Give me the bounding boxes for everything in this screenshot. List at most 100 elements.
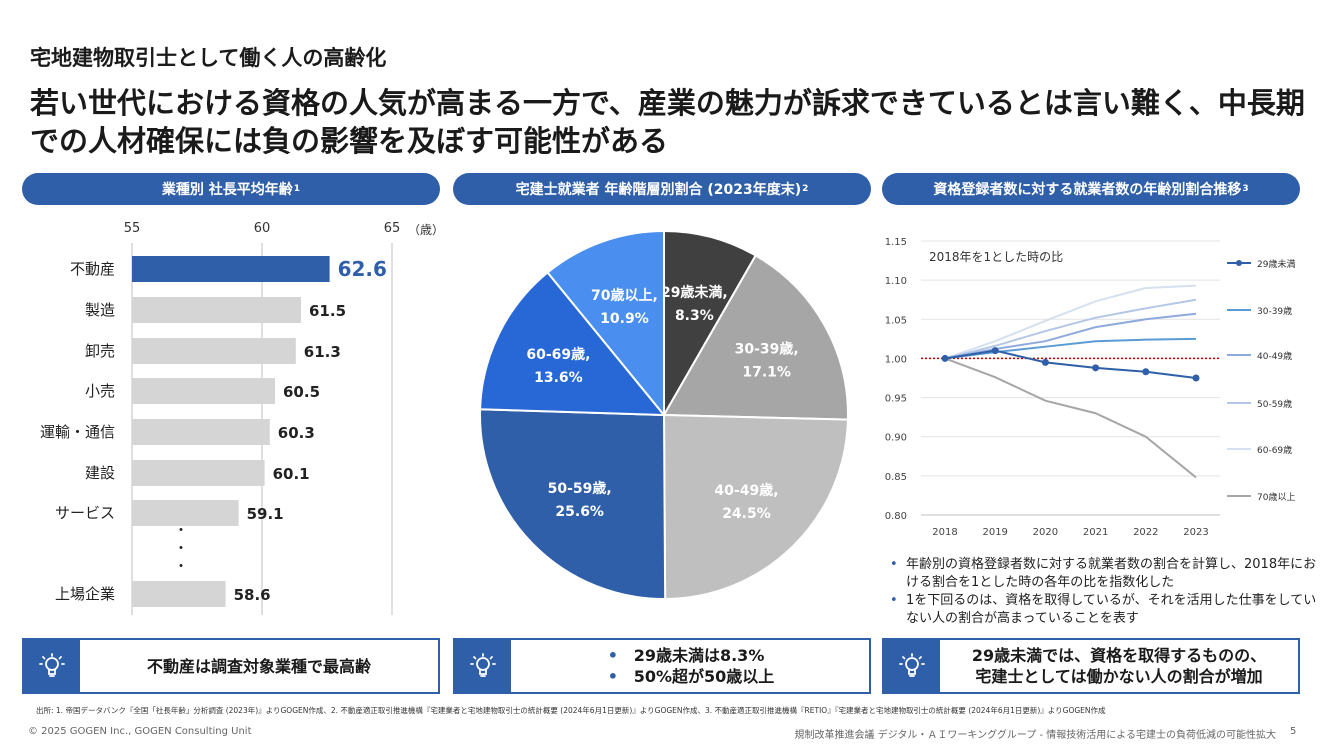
y-tick-label: 1.05 — [885, 315, 907, 326]
page-headline: 若い世代における資格の人気が高まる一方で、産業の魅力が訴求できているとは言い難く… — [30, 86, 1305, 158]
page-subtitle: 宅地建物取引士として働く人の高齢化 — [30, 46, 387, 70]
series-marker — [1192, 374, 1200, 382]
category-label: 小売 — [85, 382, 115, 400]
slice-percent: 25.6% — [555, 504, 604, 520]
slice-label: 29歳未満, — [661, 284, 728, 301]
data-label: 60.5 — [283, 383, 320, 401]
legend-label: 40-49歳 — [1257, 350, 1292, 362]
meeting-name: 規制改革推進会議 デジタル・ＡＩワーキンググループ - 情報技術活用による宅建士… — [794, 730, 1276, 741]
pie-slice — [479, 408, 667, 600]
takeaway-box-middle: 29歳未満は8.3% 50%超が50歳以上 — [453, 638, 871, 694]
bar — [132, 256, 330, 282]
pie-slice — [662, 413, 849, 601]
note-item: 年齢別の資格登録者数に対する就業者数の割合を計算し、2018年における割合を1と… — [888, 556, 1328, 592]
line-chart-notes: 年齢別の資格登録者数に対する就業者数の割合を計算し、2018年における割合を1と… — [888, 556, 1328, 628]
bar — [132, 378, 275, 404]
data-label: 60.3 — [278, 424, 315, 442]
category-label: 不動産 — [70, 260, 115, 278]
takeaway-middle-list: 29歳未満は8.3% 50%超が50歳以上 — [606, 645, 775, 687]
x-tick-label: 2023 — [1183, 527, 1208, 538]
y-tick-label: 0.90 — [885, 433, 907, 444]
x-tick-label: 2020 — [1033, 527, 1058, 538]
takeaway-left-text: 不動産は調査対象業種で最高齢 — [146, 656, 371, 676]
x-tick-label: 55 — [124, 221, 141, 236]
x-tick-label: 2022 — [1133, 527, 1158, 538]
x-tick-label: 2018 — [932, 527, 957, 538]
ellipsis-dot: ・ — [174, 523, 188, 539]
bar-panel-footnote: 1 — [293, 184, 301, 194]
category-label: 上場企業 — [55, 585, 115, 603]
series-marker — [1041, 358, 1049, 366]
y-tick-label: 1.00 — [885, 354, 907, 365]
lightbulb-icon — [24, 640, 80, 692]
pie-slice — [479, 271, 667, 417]
category-label: サービス — [55, 504, 115, 522]
legend-marker — [1236, 260, 1242, 266]
series-line — [944, 312, 1197, 360]
series-line — [944, 298, 1197, 360]
legend-label: 60-69歳 — [1257, 444, 1292, 456]
slice-percent: 24.5% — [722, 506, 771, 522]
legend-label: 70歳以上 — [1257, 491, 1295, 503]
data-label: 61.3 — [304, 343, 341, 361]
category-label: 製造 — [85, 301, 115, 319]
age-ratio-line-chart: 0.80 0.85 0.90 0.95 1.00 1.05 1.10 1.15 2018 2019… — [885, 237, 1296, 538]
data-label: 62.6 — [338, 257, 387, 281]
takeaway-box-left: 不動産は調査対象業種で最高齢 — [22, 638, 440, 694]
y-tick-label: 1.10 — [885, 276, 907, 287]
line-panel-title-text: 資格登録者数に対する就業者数の年齢別割合推移 — [933, 182, 1242, 198]
series-marker — [991, 347, 999, 355]
x-tick-label: 65 — [384, 221, 401, 236]
data-label: 58.6 — [234, 586, 271, 604]
series-line — [944, 349, 1197, 379]
series-line — [944, 284, 1197, 360]
x-unit-label: （歳） — [408, 223, 444, 237]
x-tick-label: 60 — [254, 221, 271, 236]
takeaway-box-right: 29歳未満では、資格を取得するものの、 宅建士としては働かない人の割合が増加 — [882, 638, 1300, 694]
source-note: 出所: 1. 帝国データバンク『全国「社長年齢」分析調査 (2023年)』よりG… — [36, 706, 1106, 715]
slice-percent: 17.1% — [742, 364, 791, 380]
slice-percent: 8.3% — [675, 308, 714, 324]
takeaway-middle-item: 50%超が50歳以上 — [606, 666, 775, 687]
y-tick-label: 0.85 — [885, 472, 907, 483]
slice-percent: 13.6% — [534, 370, 583, 386]
bar — [132, 460, 265, 486]
slice-label: 30-39歳, — [735, 340, 799, 357]
pie-panel-title-text: 宅建士就業者 年齢階層別割合 (2023年度末) — [515, 182, 802, 198]
note-item: 1を下回るのは、資格を取得しているが、それを活用した仕事をしていない人の割合が高… — [888, 592, 1328, 628]
slice-label: 70歳以上, — [591, 287, 658, 304]
legend-label: 29歳未満 — [1257, 258, 1295, 270]
category-label: 卸売 — [85, 342, 115, 360]
slice-label: 40-49歳, — [714, 482, 778, 499]
bar-panel-title: 業種別 社長平均年齢 1 — [22, 173, 440, 205]
pie-slice — [546, 229, 665, 418]
category-label: 建設 — [85, 464, 115, 482]
data-label: 59.1 — [247, 505, 284, 523]
bar — [132, 500, 239, 526]
age-share-pie-chart: 29歳未満, 8.3% 30-39歳, 17.1% 40-49歳, 24.5% 50-59歳… — [479, 229, 849, 601]
x-tick-label: 2019 — [982, 527, 1007, 538]
pie-panel-title: 宅建士就業者 年齢階層別割合 (2023年度末) 2 — [453, 173, 871, 205]
line-panel-title: 資格登録者数に対する就業者数の年齢別割合推移 3 — [882, 173, 1300, 205]
ceo-age-bar-chart: 55 60 65 （歳） 不動産 62.6 製造 61.5 卸売 61.3 小売 60.5 運輸・通信 6… — [40, 221, 444, 615]
category-label: 運輸・通信 — [40, 423, 115, 441]
y-tick-label: 0.80 — [885, 511, 907, 522]
x-tick-label: 2021 — [1083, 527, 1108, 538]
y-tick-label: 0.95 — [885, 394, 907, 405]
data-label: 61.5 — [309, 302, 346, 320]
legend-label: 30-39歳 — [1257, 305, 1292, 317]
lightbulb-icon — [884, 640, 940, 692]
bar — [132, 419, 270, 445]
takeaway-right-line: 宅建士としては働かない人の割合が増加 — [975, 667, 1263, 686]
series-marker — [1092, 364, 1100, 372]
bar — [132, 581, 226, 607]
chart-annotation: 2018年を1とした時の比 — [929, 250, 1063, 264]
slice-percent: 10.9% — [600, 311, 649, 327]
series-marker — [1142, 368, 1150, 376]
data-label: 60.1 — [273, 465, 310, 483]
pie-panel-footnote: 2 — [802, 184, 809, 194]
bar — [132, 297, 301, 323]
series-line — [944, 357, 1197, 479]
series-marker — [941, 354, 949, 362]
series-line — [944, 337, 1197, 360]
